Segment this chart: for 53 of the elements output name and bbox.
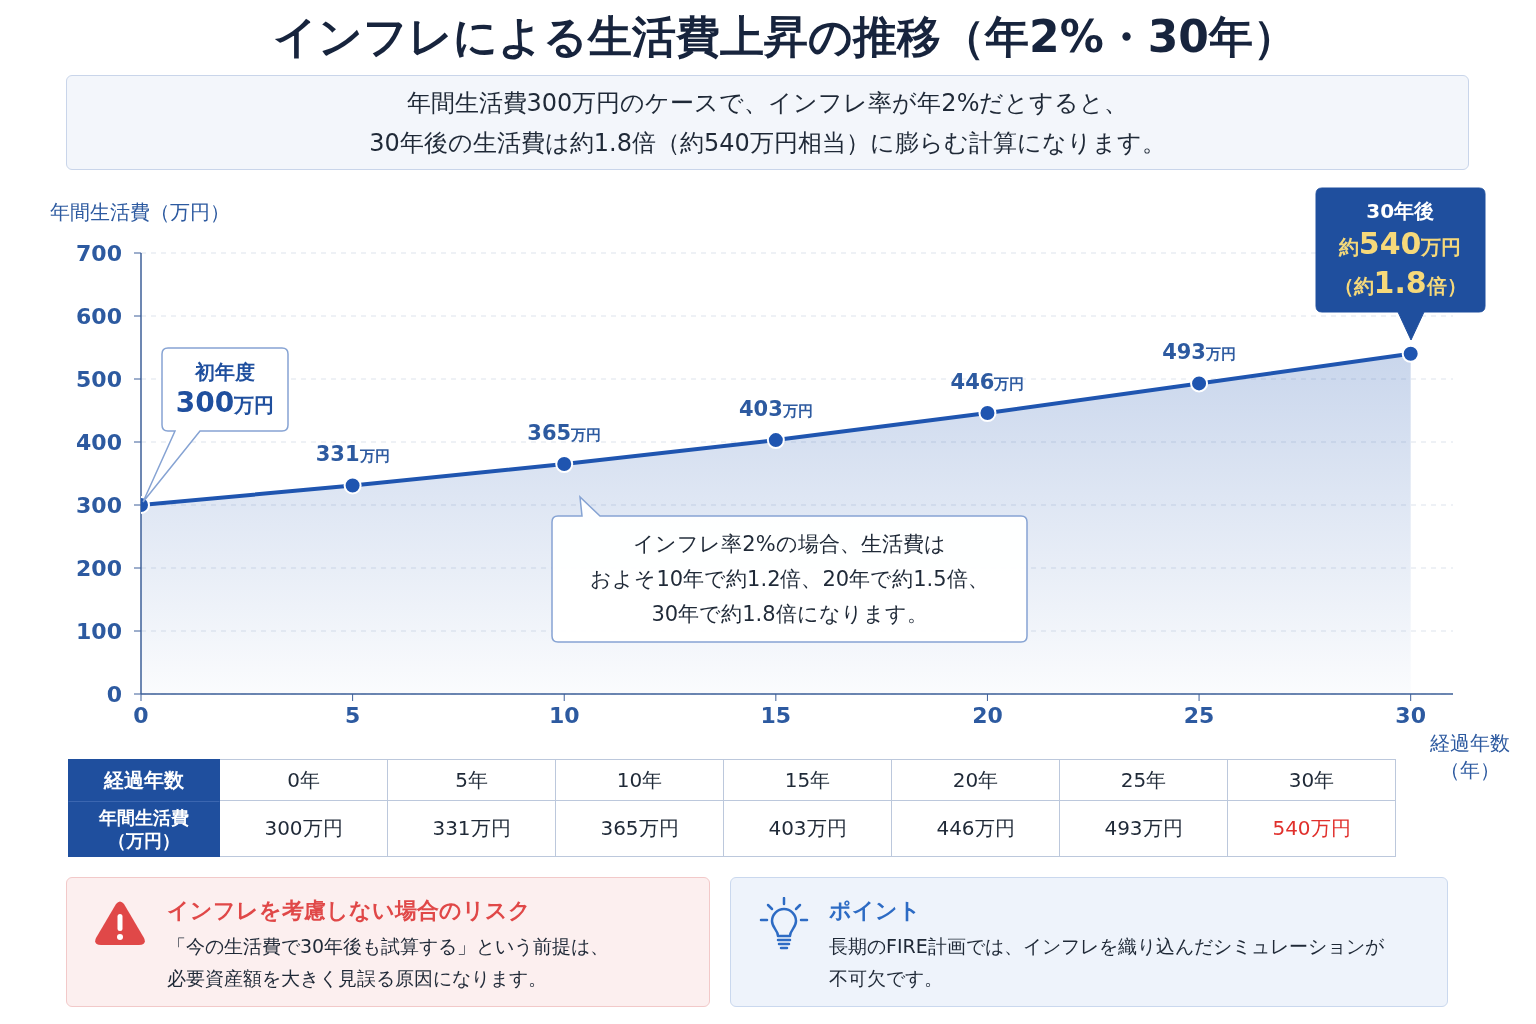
- data-label: 493万円: [1162, 340, 1236, 365]
- text: 長期のFIRE計画では、インフレを織り込んだシミュレーションが不可欠です。: [829, 934, 1384, 991]
- data-label: 446万円: [950, 370, 1025, 395]
- text: 331万円: [388, 801, 556, 857]
- text: 446万円: [892, 801, 1060, 857]
- y-tick-label: 100: [76, 618, 122, 644]
- x-axis-title: 経過年数（年）: [1429, 730, 1511, 784]
- text: インフレを考慮しない場合のリスク: [167, 897, 531, 925]
- text: ポイント: [829, 897, 921, 925]
- x-tick-label: 15: [760, 702, 792, 728]
- text: 540万円: [1228, 801, 1396, 857]
- chart-title: インフレによる生活費上昇の推移（年2%・30年）: [272, 10, 1298, 64]
- text: 経過年数: [68, 759, 220, 801]
- y-tick-label: 400: [76, 429, 122, 455]
- text: 15年: [724, 759, 892, 801]
- text: 年間生活費（万円）: [99, 806, 189, 852]
- data-label: 331万円: [315, 442, 390, 467]
- y-tick-label: 600: [76, 303, 122, 329]
- x-tick-label: 20: [972, 702, 1003, 728]
- text: 10年: [556, 759, 724, 801]
- point: [555, 455, 574, 474]
- text: 0年: [220, 759, 388, 801]
- x-tick-label: 5: [344, 702, 361, 728]
- annotation: 初年度300万円: [175, 359, 275, 419]
- y-axis-title: 年間生活費（万円）: [50, 199, 230, 226]
- x-tick-label: 25: [1183, 702, 1215, 728]
- text: 493万円: [1060, 801, 1228, 857]
- y-tick-label: 500: [76, 366, 122, 392]
- point: [1401, 344, 1420, 363]
- point: [343, 476, 362, 495]
- text: 30年後約540万円（約1.8倍）: [1333, 198, 1467, 300]
- text: 「今の生活費で30年後も試算する」という前提は、必要資産額を大きく見誤る原因になります。: [167, 934, 610, 991]
- y-tick-label: 200: [76, 555, 122, 581]
- text: 300万円: [220, 801, 388, 857]
- x-tick-label: 30: [1395, 702, 1426, 728]
- point: [1190, 374, 1209, 393]
- annotation: インフレ率2%の場合、生活費はおよそ10年で約1.2倍、20年で約1.5倍、30年で約1.8倍になります。: [590, 530, 989, 628]
- text: 5年: [388, 759, 556, 801]
- data-label: 365万円: [527, 421, 602, 446]
- x-tick-label: 10: [548, 702, 580, 728]
- point: [978, 404, 997, 423]
- chart-subtitle: 年間生活費300万円のケースで、インフレ率が年2%だとすると、30年後の生活費は約1.8倍（約540万円相当）に膨らむ計算になります。: [369, 87, 1166, 159]
- point: [766, 431, 785, 450]
- y-tick-label: 300: [76, 492, 122, 518]
- text: 365万円: [556, 801, 724, 857]
- text: 30年: [1228, 759, 1396, 801]
- y-tick-label: 700: [76, 240, 122, 266]
- data-label: 403万円: [738, 397, 813, 422]
- text: 403万円: [724, 801, 892, 857]
- x-tick-label: 0: [133, 702, 149, 728]
- y-tick-label: 0: [106, 681, 122, 707]
- text: 20年: [892, 759, 1060, 801]
- text: 25年: [1060, 759, 1228, 801]
